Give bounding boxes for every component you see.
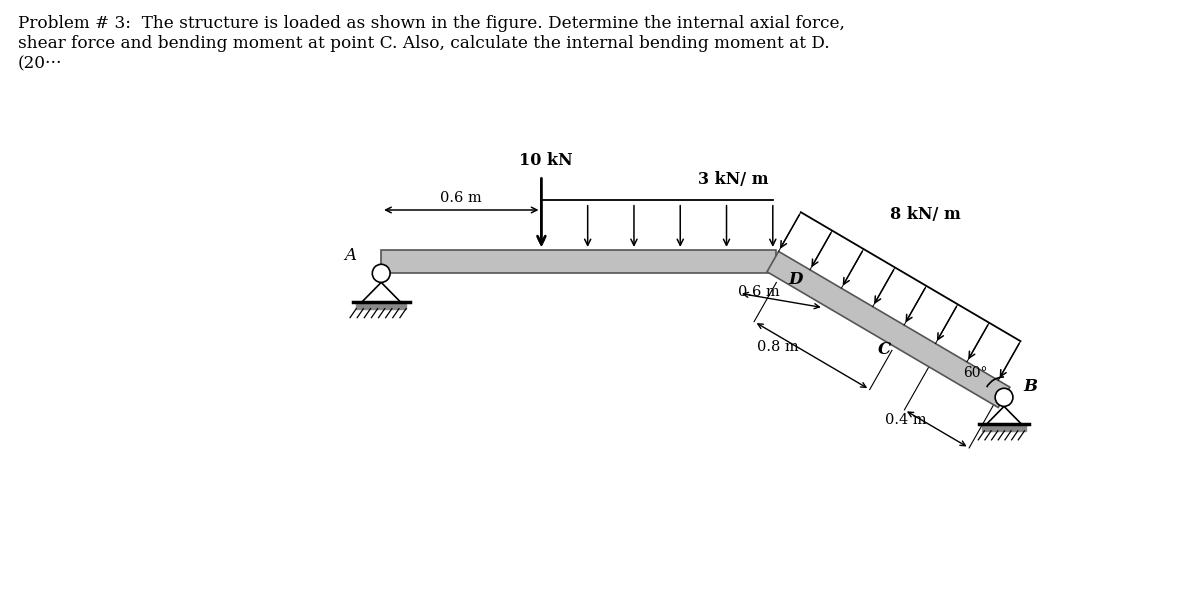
Polygon shape	[361, 282, 401, 303]
Text: 0.6 m: 0.6 m	[440, 191, 482, 205]
Circle shape	[995, 389, 1013, 406]
Text: Problem # 3:  The structure is loaded as shown in the figure. Determine the inte: Problem # 3: The structure is loaded as …	[18, 15, 845, 32]
Text: D: D	[788, 271, 803, 288]
Polygon shape	[356, 303, 406, 309]
Text: shear force and bending moment at point C. Also, calculate the internal bending : shear force and bending moment at point …	[18, 35, 829, 52]
Text: B: B	[1024, 378, 1038, 395]
Polygon shape	[986, 406, 1022, 425]
Polygon shape	[382, 250, 776, 273]
Text: 0.4 m: 0.4 m	[884, 414, 926, 428]
Polygon shape	[982, 425, 1026, 431]
Text: A: A	[344, 247, 356, 264]
Text: C: C	[877, 341, 890, 358]
Circle shape	[372, 264, 390, 282]
Text: 10 kN: 10 kN	[520, 152, 572, 169]
Text: 0.6 m: 0.6 m	[738, 285, 780, 299]
Text: 60°: 60°	[964, 367, 988, 381]
Text: 0.8 m: 0.8 m	[757, 340, 799, 354]
Polygon shape	[767, 251, 1010, 407]
Text: 3 kN/ m: 3 kN/ m	[697, 171, 768, 188]
Text: 8 kN/ m: 8 kN/ m	[890, 206, 961, 223]
Text: (20···: (20···	[18, 56, 62, 73]
